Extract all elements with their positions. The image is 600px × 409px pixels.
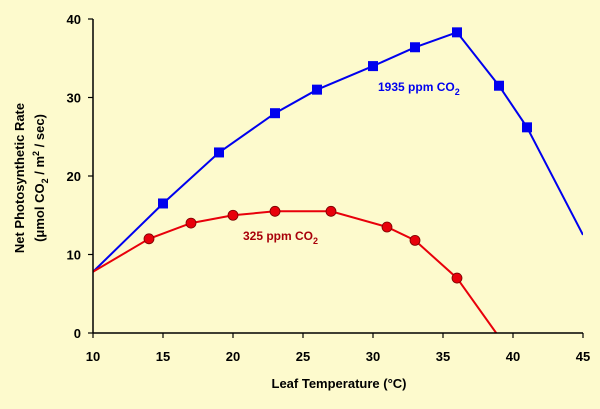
data-point-square: [214, 147, 224, 158]
data-point-circle: [325, 205, 337, 217]
x-axis-title: Leaf Temperature (°C): [272, 376, 407, 391]
x-tick-label: 30: [366, 349, 380, 364]
series-label-325ppm: 325 ppm CO2: [243, 229, 318, 246]
x-tick-label: 25: [296, 349, 310, 364]
y-axis-title-line2: (μmol CO2 / m2 / sec): [31, 114, 50, 242]
data-point-circle: [185, 217, 197, 229]
y-axis-title: Net Photosynthetic Rate (μmol CO2 / m2 /…: [12, 103, 50, 253]
data-point-square: [494, 80, 504, 91]
x-axis-ticks: 10 15 20 25 30 35 40 45: [86, 333, 590, 364]
series-lines: [93, 31, 583, 333]
data-point-square: [410, 42, 420, 53]
data-point-square: [368, 61, 378, 72]
data-point-square: [522, 122, 532, 133]
data-point-circle: [227, 209, 239, 221]
y-tick-label: 40: [67, 12, 81, 27]
x-tick-label: 45: [576, 349, 590, 364]
y-tick-label: 30: [67, 91, 81, 106]
series-markers: [143, 27, 532, 284]
data-point-square: [452, 27, 462, 38]
x-tick-label: 35: [436, 349, 450, 364]
data-point-circle: [409, 234, 421, 246]
x-tick-label: 40: [506, 349, 520, 364]
data-point-circle: [143, 233, 155, 245]
series-line-0: [93, 31, 583, 273]
y-axis-title-line1: Net Photosynthetic Rate: [12, 103, 27, 253]
data-point-square: [270, 108, 280, 119]
x-tick-label: 20: [226, 349, 240, 364]
data-point-circle: [451, 272, 463, 284]
series-label-1935ppm: 1935 ppm CO2: [378, 80, 460, 97]
y-tick-label: 0: [74, 326, 81, 341]
axes: [92, 19, 583, 334]
x-tick-label: 15: [156, 349, 170, 364]
data-point-square: [158, 198, 168, 209]
data-point-circle: [381, 221, 393, 233]
data-point-circle: [269, 205, 281, 217]
y-tick-label: 10: [67, 248, 81, 263]
series-line-1: [93, 210, 498, 333]
data-point-square: [312, 84, 322, 95]
y-tick-label: 20: [67, 169, 81, 184]
y-axis-ticks: 0 10 20 30 40: [67, 12, 93, 341]
x-tick-label: 10: [86, 349, 100, 364]
